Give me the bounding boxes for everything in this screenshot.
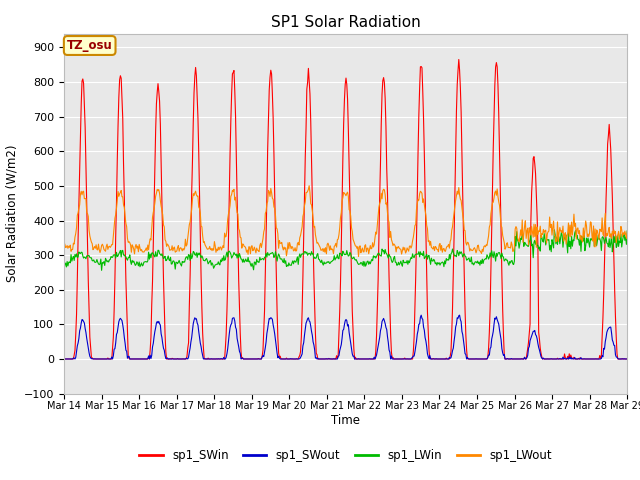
sp1_LWin	[216, 262, 224, 268]
sp1_LWout	[416, 191, 424, 196]
Y-axis label: Solar Radiation (W/m2): Solar Radiation (W/m2)	[5, 145, 19, 282]
sp1_SWout	[431, 356, 439, 362]
sp1_LWin	[98, 267, 106, 273]
sp1_LWout	[60, 244, 68, 250]
Line: sp1_LWin: sp1_LWin	[64, 230, 627, 270]
sp1_LWin	[415, 249, 422, 254]
Legend: sp1_SWin, sp1_SWout, sp1_LWin, sp1_LWout: sp1_SWin, sp1_SWout, sp1_LWin, sp1_LWout	[134, 444, 557, 467]
sp1_SWin	[61, 356, 68, 362]
Line: sp1_LWout: sp1_LWout	[64, 186, 627, 256]
sp1_SWout	[129, 356, 137, 362]
sp1_SWin	[129, 356, 137, 362]
Line: sp1_SWin: sp1_SWin	[64, 60, 627, 359]
sp1_SWout	[71, 356, 79, 362]
sp1_SWin	[431, 356, 439, 362]
Title: SP1 Solar Radiation: SP1 Solar Radiation	[271, 15, 420, 30]
sp1_SWin	[60, 356, 68, 361]
sp1_LWout	[70, 241, 78, 247]
sp1_LWout	[215, 247, 223, 253]
Line: sp1_SWout: sp1_SWout	[64, 315, 627, 359]
sp1_LWin	[186, 258, 194, 264]
sp1_SWout	[61, 356, 68, 362]
sp1_LWin	[623, 228, 631, 234]
sp1_LWin	[60, 260, 68, 266]
Text: TZ_osu: TZ_osu	[67, 39, 113, 52]
sp1_LWout	[623, 229, 631, 235]
sp1_SWin	[71, 348, 79, 353]
sp1_SWout	[216, 356, 224, 362]
sp1_SWout	[415, 322, 422, 327]
sp1_SWin	[186, 273, 194, 278]
sp1_SWout	[60, 356, 68, 361]
sp1_LWout	[186, 222, 193, 228]
X-axis label: Time: Time	[331, 414, 360, 427]
sp1_SWout	[456, 312, 463, 318]
sp1_LWin	[70, 258, 78, 264]
sp1_LWout	[128, 242, 136, 248]
sp1_SWout	[623, 356, 631, 362]
sp1_LWin	[550, 227, 558, 233]
sp1_LWin	[431, 261, 439, 266]
sp1_LWout	[355, 253, 362, 259]
sp1_SWin	[216, 356, 224, 362]
sp1_SWin	[455, 57, 463, 62]
sp1_SWout	[186, 345, 194, 351]
sp1_LWin	[129, 259, 137, 265]
sp1_LWout	[305, 183, 313, 189]
sp1_LWout	[432, 244, 440, 250]
sp1_SWin	[415, 112, 422, 118]
sp1_SWin	[623, 356, 631, 362]
